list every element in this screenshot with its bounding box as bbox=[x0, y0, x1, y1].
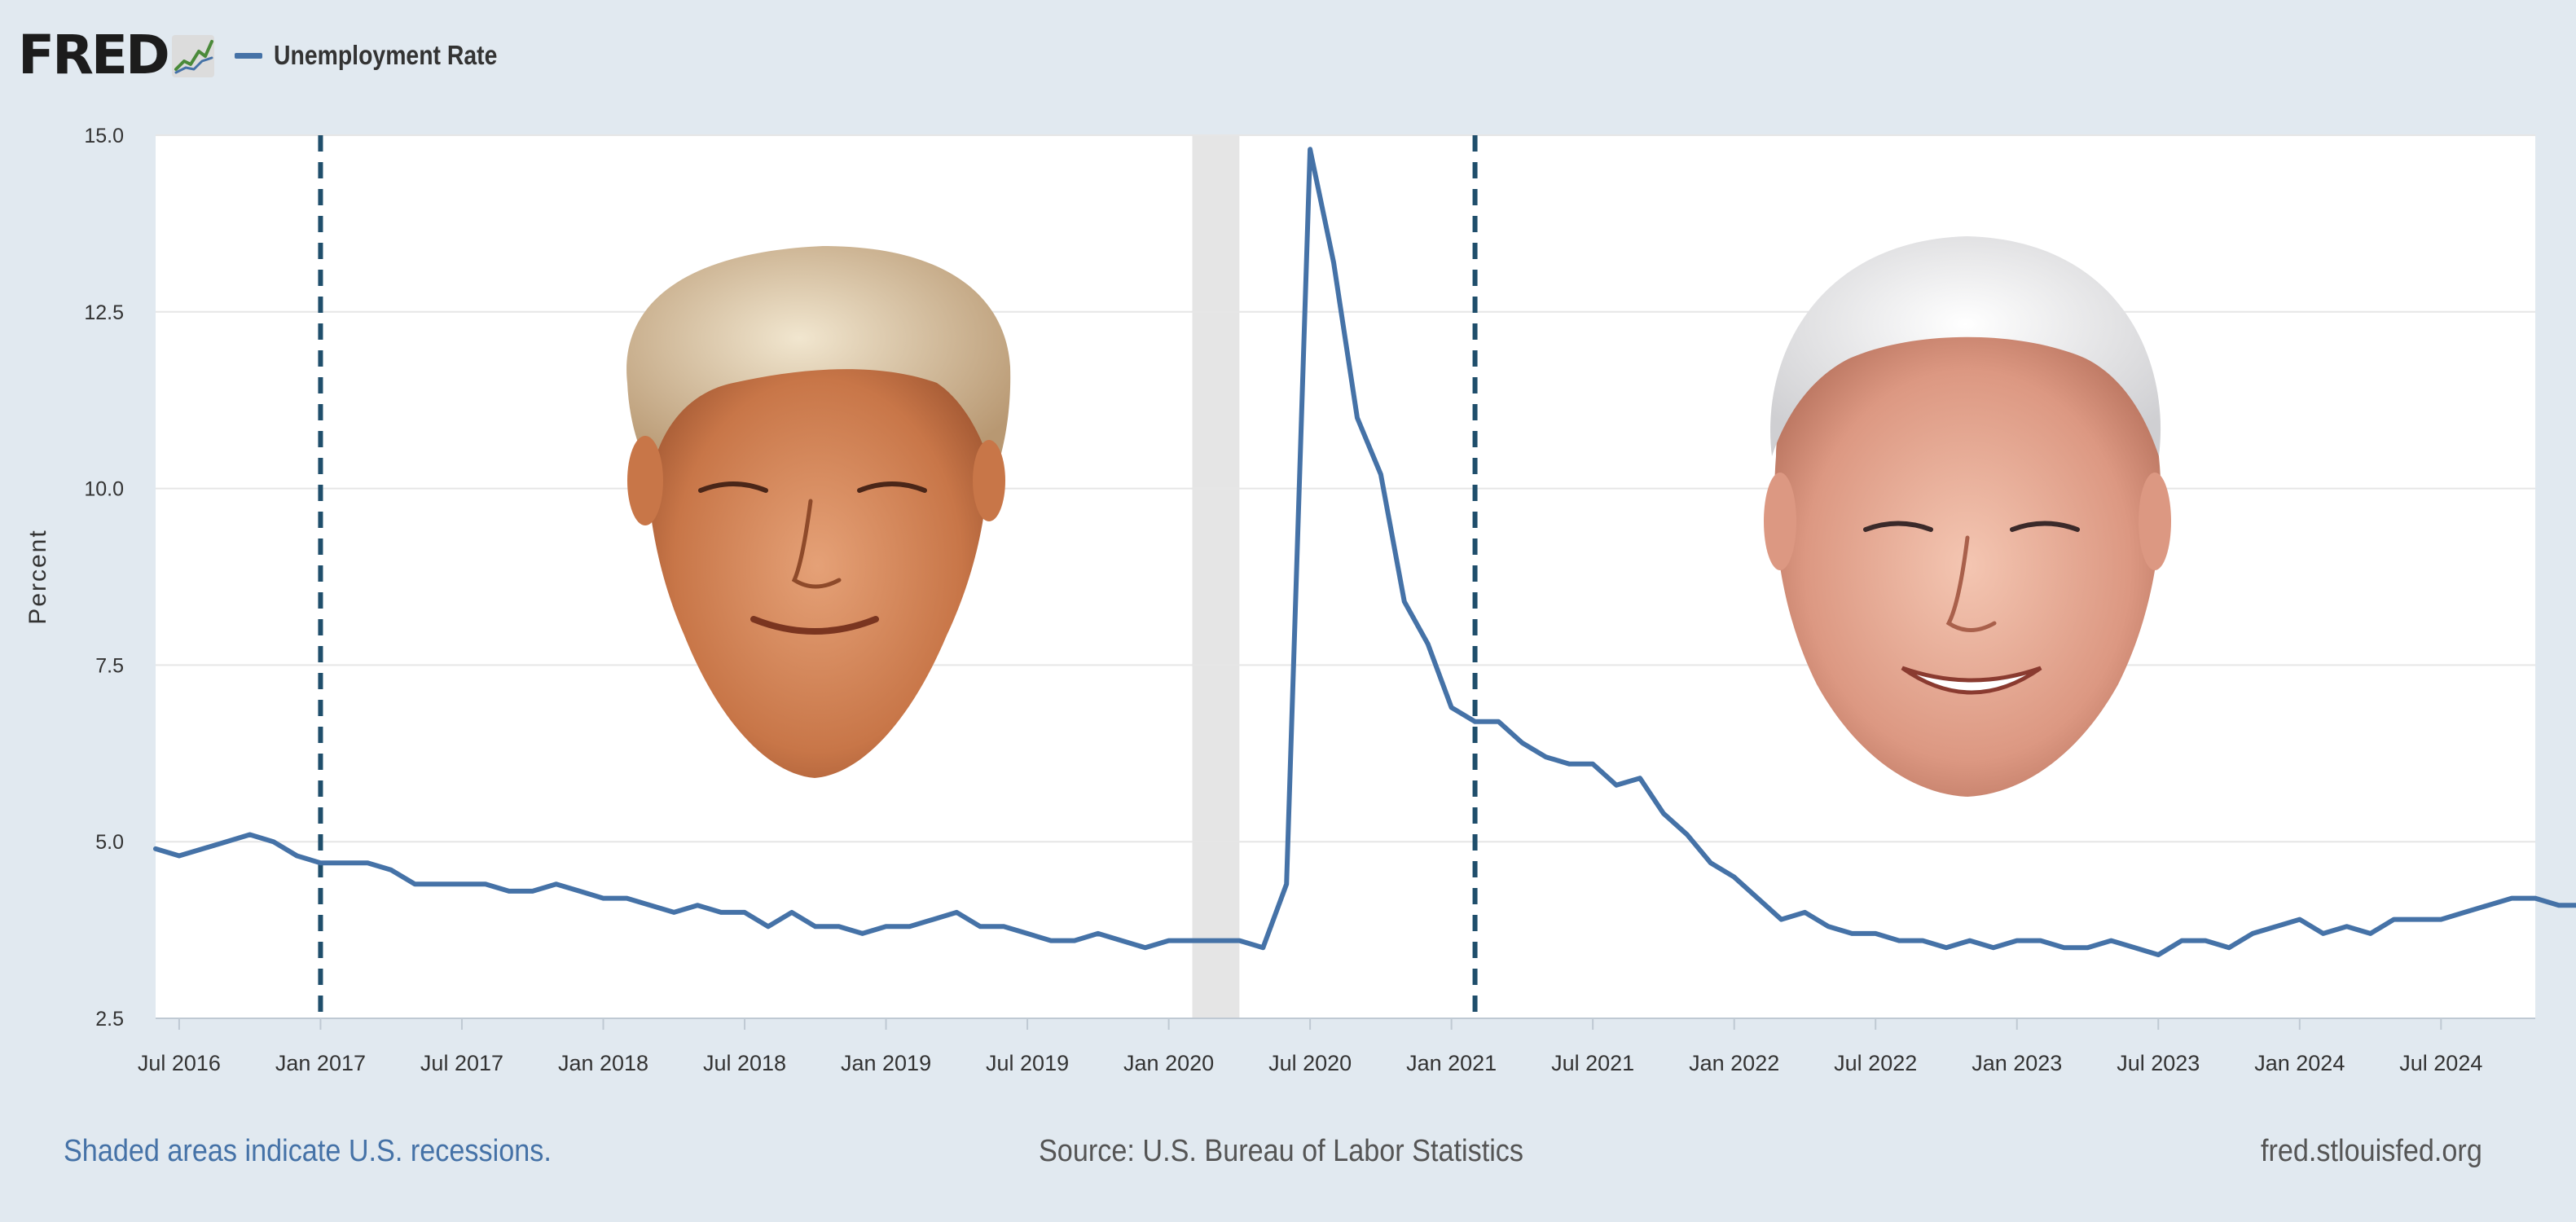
biden-right-ear bbox=[2139, 473, 2171, 570]
legend-label-unemployment-rate: Unemployment Rate bbox=[273, 40, 498, 70]
x-tick-label: Jan 2024 bbox=[2254, 1051, 2345, 1075]
x-tick-label: Jul 2022 bbox=[1834, 1051, 1917, 1075]
x-tick-label: Jan 2020 bbox=[1123, 1051, 1214, 1075]
y-tick-label: 10.0 bbox=[84, 478, 124, 501]
y-tick-label: 5.0 bbox=[95, 831, 124, 854]
legend-swatch bbox=[234, 52, 262, 59]
x-tick-label: Jul 2020 bbox=[1268, 1051, 1352, 1075]
x-tick-label: Jan 2022 bbox=[1689, 1051, 1779, 1075]
x-tick-label: Jul 2019 bbox=[986, 1051, 1069, 1075]
x-tick-label: Jan 2023 bbox=[1972, 1051, 2062, 1075]
trump-hair bbox=[626, 246, 1011, 477]
recession-shading bbox=[1192, 135, 1240, 1018]
y-tick-label: 15.0 bbox=[84, 125, 124, 147]
source-note: Source: U.S. Bureau of Labor Statistics bbox=[1039, 1134, 1523, 1168]
fred-chart-icon bbox=[171, 35, 214, 77]
biden-right-eye bbox=[2010, 521, 2080, 532]
trump-right-ear bbox=[973, 440, 1005, 521]
y-tick-label: 2.5 bbox=[95, 1008, 124, 1031]
plot-area bbox=[156, 135, 2535, 1018]
fred-logo[interactable]: FRED bbox=[18, 29, 217, 82]
biden-left-ear bbox=[1764, 473, 1796, 570]
biden-face-illustration bbox=[1764, 236, 2171, 797]
recession-note-link[interactable]: Shaded areas indicate U.S. recessions. bbox=[64, 1134, 552, 1168]
trump-right-eye bbox=[857, 481, 927, 493]
x-tick-label: Jul 2017 bbox=[420, 1051, 503, 1075]
chart-legend: Unemployment Rate bbox=[234, 40, 534, 71]
chart-header: FRED Unemployment Rate bbox=[18, 23, 534, 88]
x-tick-label: Jan 2021 bbox=[1406, 1051, 1497, 1075]
term-start-markers bbox=[318, 135, 1478, 1018]
trump-face-illustration bbox=[626, 246, 1011, 778]
x-tick-label: Jul 2016 bbox=[138, 1051, 221, 1075]
series-line-unemployment-rate bbox=[153, 147, 2576, 957]
biden-left-eye bbox=[1863, 521, 1933, 532]
fred-logo-text: FRED bbox=[18, 24, 170, 86]
biden-mouth bbox=[1901, 666, 2042, 695]
x-tick-label: Jul 2018 bbox=[703, 1051, 786, 1075]
x-tick-label: Jul 2023 bbox=[2117, 1051, 2200, 1075]
x-axis-ticks: Jul 2016 Jan 2017 Jul 2017 Jan 2018 Jul 2018… bbox=[138, 1018, 2482, 1075]
fred-url[interactable]: fred.stlouisfed.org bbox=[2261, 1134, 2482, 1168]
trump-left-ear bbox=[627, 436, 663, 525]
y-tick-label: 7.5 bbox=[95, 654, 124, 677]
trump-left-eye bbox=[698, 481, 768, 493]
biden-face bbox=[1774, 334, 2161, 797]
x-tick-label: Jul 2021 bbox=[1551, 1051, 1634, 1075]
trump-mouth bbox=[750, 616, 879, 635]
x-tick-label: Jan 2019 bbox=[841, 1051, 931, 1075]
y-tick-label: 12.5 bbox=[84, 301, 124, 324]
trump-nose bbox=[791, 499, 842, 589]
y-axis-label: Percent bbox=[24, 529, 51, 624]
y-axis-ticks: 2.5 5.0 7.5 10.0 12.5 15.0 bbox=[84, 125, 124, 1031]
recession-band-1 bbox=[1192, 135, 1240, 1018]
x-tick-label: Jul 2024 bbox=[2399, 1051, 2482, 1075]
x-tick-label: Jan 2018 bbox=[558, 1051, 648, 1075]
trump-face bbox=[647, 335, 989, 778]
x-tick-label: Jan 2017 bbox=[275, 1051, 366, 1075]
biden-hair bbox=[1770, 236, 2161, 456]
biden-nose bbox=[1945, 535, 1997, 632]
